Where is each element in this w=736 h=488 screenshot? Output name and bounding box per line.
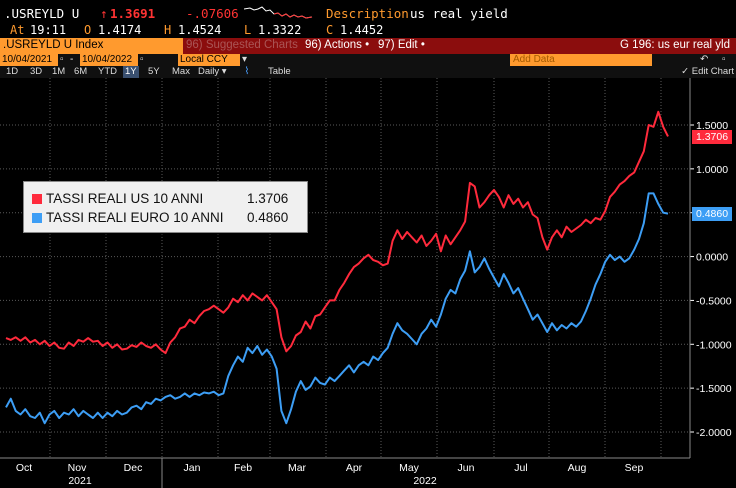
calendar-icon[interactable]: ▫: [60, 54, 64, 65]
range-6m-button[interactable]: 6M: [74, 66, 88, 77]
legend-item-us: TASSI REALI US 10 ANNI 1.3706: [32, 191, 288, 206]
page-title: G 196: us eur real yld: [620, 39, 730, 51]
series-line-euro: [5, 192, 669, 425]
x-axis: Oct Nov Dec Jan Feb Mar Apr May Jun Jul Aug Sep 2021…: [0, 457, 690, 488]
range-1d-button[interactable]: 1D: [6, 66, 19, 77]
x-tick-label: Apr: [346, 462, 363, 474]
end-date-input[interactable]: 10/04/2022: [80, 54, 138, 66]
table-button[interactable]: Table: [268, 66, 291, 77]
actions-menu[interactable]: 96) Actions •: [305, 39, 370, 51]
x-tick-label: Jul: [514, 462, 527, 474]
security-field[interactable]: .USREYLD U Index: [0, 38, 183, 54]
x-tick-label: Jan: [184, 462, 201, 474]
range-1y-button[interactable]: 1Y: [123, 66, 139, 78]
close-label: C: [326, 23, 334, 37]
legend-swatch-red: [32, 194, 42, 204]
y-tick-label: -2.0000: [696, 427, 732, 439]
undo-icon[interactable]: ↶: [700, 54, 709, 65]
y-tick-label: -1.5000: [696, 383, 732, 395]
x-tick-label: May: [399, 462, 420, 474]
ticker-label: .USREYLD U: [4, 6, 80, 21]
range-1m-button[interactable]: 1M: [52, 66, 66, 77]
line-chart[interactable]: 1.50001.00000.50000.0000-0.5000-1.0000-1…: [0, 78, 736, 488]
y-tick-label: -1.0000: [696, 339, 732, 351]
x-year-label: 2021: [68, 475, 92, 487]
description-value: us real yield: [410, 6, 508, 21]
x-tick-label: Mar: [288, 462, 307, 474]
description-label: Description: [326, 6, 409, 21]
at-label: At: [10, 23, 25, 37]
low-label: L: [244, 23, 252, 37]
last-price: 1.3691: [110, 6, 156, 21]
chart-grid: [0, 78, 690, 458]
date-separator: -: [70, 54, 74, 65]
high-label: H: [164, 23, 172, 37]
legend-swatch-blue: [32, 213, 42, 223]
at-value: 19:11: [30, 23, 67, 37]
open-value: 1.4174: [98, 23, 142, 37]
x-tick-label: Sep: [625, 462, 644, 474]
legend-label-us: TASSI REALI US 10 ANNI: [46, 191, 204, 206]
x-tick-label: Nov: [68, 462, 87, 474]
series-line-us: [5, 110, 669, 355]
start-date-input[interactable]: 10/04/2021: [0, 54, 58, 66]
up-arrow-icon: ↑: [100, 6, 108, 21]
legend-item-euro: TASSI REALI EURO 10 ANNI 0.4860: [32, 210, 288, 225]
chart-series: [5, 110, 669, 425]
high-value: 1.4524: [178, 23, 222, 37]
close-value: 1.4452: [340, 23, 384, 37]
legend-value-us: 1.3706: [247, 191, 289, 206]
suggested-charts-button[interactable]: 96) Suggested Charts: [186, 39, 298, 51]
date-range-row: 10/04/2021 ▫ - 10/04/2022 ▫ Local CCY ▾ …: [0, 54, 736, 66]
price-change: -.07606: [186, 6, 239, 21]
last-value-tag-euro: 0.4860: [692, 207, 732, 221]
x-year-label: 2022: [413, 475, 437, 487]
range-3d-button[interactable]: 3D: [30, 66, 43, 77]
range-max-button[interactable]: Max: [172, 66, 190, 77]
range-toolbar: 1D 3D 1M 6M YTD 1Y 5Y Max Daily ▾ ⌇ Tabl…: [0, 66, 736, 78]
y-tick-label: 0.0000: [696, 252, 728, 264]
x-tick-label: Feb: [234, 462, 252, 474]
edit-chart-button[interactable]: ✓ Edit Chart: [681, 66, 734, 77]
x-tick-label: Oct: [16, 462, 32, 474]
chevron-down-icon[interactable]: ▾: [242, 54, 248, 65]
x-tick-label: Aug: [568, 462, 587, 474]
legend-value-euro: 0.4860: [247, 210, 289, 225]
y-tick-label: 1.0000: [696, 164, 728, 176]
y-tick-label: -0.5000: [696, 295, 732, 307]
quote-header: .USREYLD U ↑ 1.3691 -.07606 Description …: [0, 0, 736, 22]
legend-label-euro: TASSI REALI EURO 10 ANNI: [46, 210, 224, 225]
delete-icon[interactable]: ▫: [722, 54, 726, 65]
open-label: O: [84, 23, 92, 37]
currency-select[interactable]: Local CCY: [178, 54, 240, 66]
ohlc-row: At 19:11 O 1.4174 H 1.4524 L 1.3322 C 1.…: [0, 22, 736, 38]
chart-legend[interactable]: TASSI REALI US 10 ANNI 1.3706 TASSI REAL…: [23, 181, 308, 233]
add-data-input[interactable]: Add Data: [510, 54, 652, 66]
sparkline-icon: [244, 6, 313, 19]
y-tick-label: 1.5000: [696, 120, 728, 132]
period-select[interactable]: Daily ▾: [198, 66, 227, 77]
range-5y-button[interactable]: 5Y: [148, 66, 160, 77]
calendar-icon[interactable]: ▫: [140, 54, 144, 65]
x-tick-label: Jun: [458, 462, 475, 474]
line-chart-icon[interactable]: ⌇: [244, 66, 250, 77]
edit-menu[interactable]: 97) Edit •: [378, 39, 425, 51]
range-ytd-button[interactable]: YTD: [98, 66, 117, 77]
last-value-tag-us: 1.3706: [692, 130, 732, 144]
title-bar: .USREYLD U Index 96) Suggested Charts 96…: [0, 38, 736, 54]
x-tick-label: Dec: [124, 462, 143, 474]
low-value: 1.3322: [258, 23, 302, 37]
